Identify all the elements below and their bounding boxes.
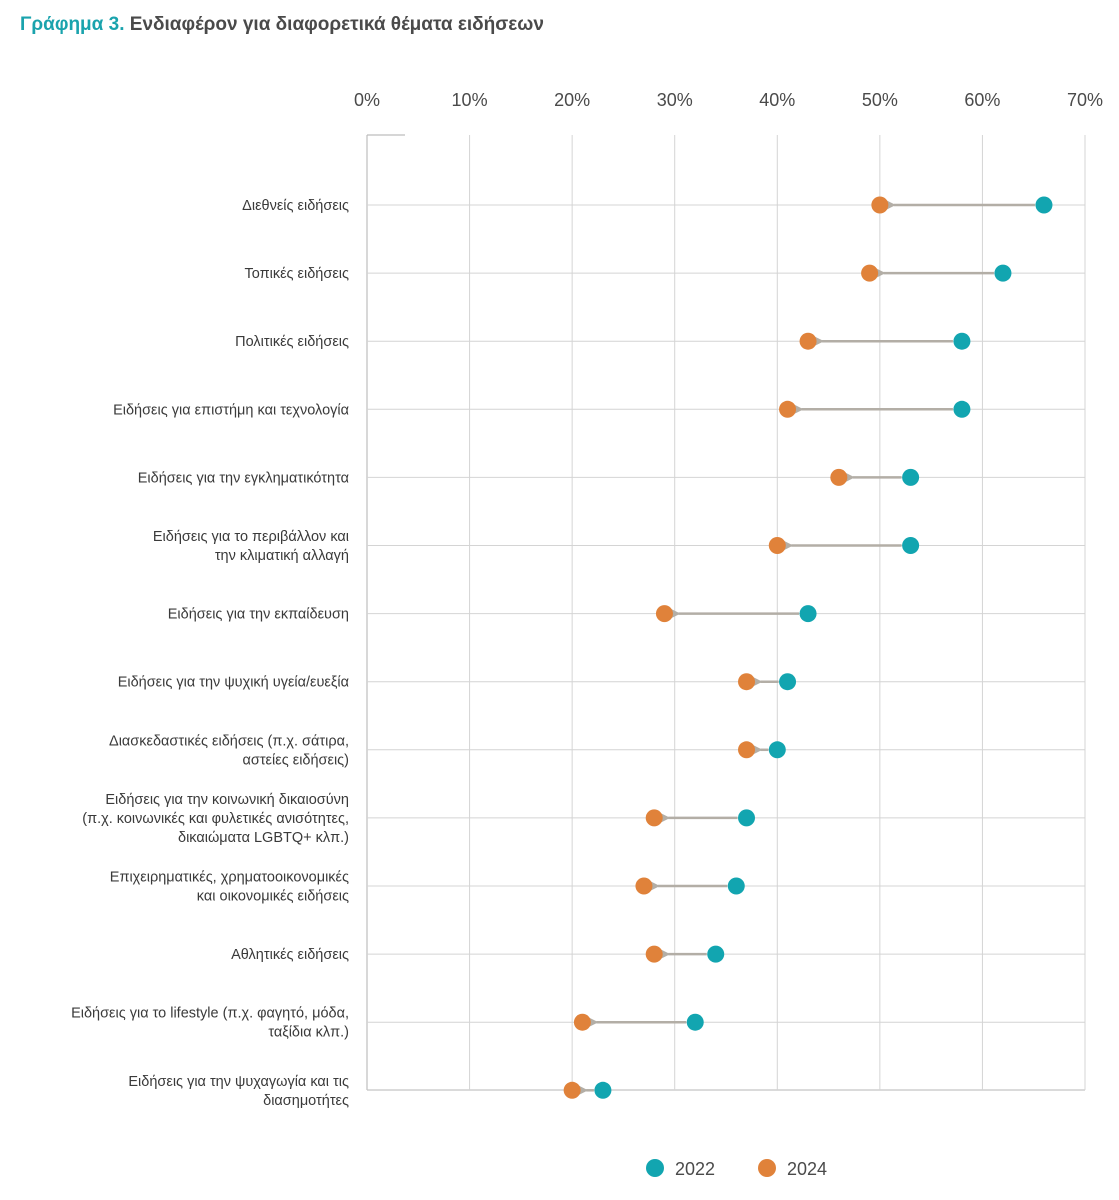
- point-2022: [994, 264, 1012, 282]
- x-axis-ticks: 0% 10% 20% 30% 40% 50% 60% 70%: [354, 90, 1103, 110]
- category-label-line: Ειδήσεις για το περιβάλλον και: [153, 529, 349, 545]
- category-label-line: Πολιτικές ειδήσεις: [235, 334, 349, 350]
- category-label-line: ταξίδια κλπ.): [268, 1025, 349, 1041]
- category-label: Ειδήσεις για το περιβάλλον και την κλιματ…: [153, 529, 349, 564]
- point-2022: [953, 400, 971, 418]
- point-2024: [645, 945, 663, 963]
- point-2022: [902, 537, 920, 554]
- category-label-line: Ειδήσεις για την εγκληματικότητα: [138, 470, 349, 486]
- x-tick-label: 70%: [1067, 90, 1103, 110]
- legend-label: 2022: [675, 1159, 715, 1179]
- point-2022: [799, 605, 817, 623]
- point-2022: [902, 468, 920, 486]
- category-label-line: και οικονομικές ειδήσεις: [197, 889, 349, 905]
- point-2024: [871, 196, 889, 214]
- category-label: Ειδήσεις για την ψυχική υγεία/ευεξία: [118, 675, 349, 691]
- point-2022: [779, 673, 797, 691]
- category-label-line: Επιχειρηματικές, χρηματοοικονομικές: [110, 870, 349, 886]
- point-2022: [686, 1013, 704, 1031]
- legend-swatch: [646, 1159, 664, 1177]
- point-2022: [738, 809, 756, 827]
- point-2022: [953, 332, 971, 350]
- point-2024: [645, 809, 663, 827]
- category-label: Ειδήσεις για την κοινωνική δικαιοσύνη (π.…: [82, 792, 349, 846]
- point-2024: [635, 877, 653, 895]
- x-tick-label: 60%: [964, 90, 1000, 110]
- point-2022: [707, 945, 725, 963]
- category-label-line: Διεθνείς ειδήσεις: [242, 198, 349, 214]
- category-label: Αθλητικές ειδήσεις: [231, 947, 349, 963]
- point-2022: [594, 1081, 612, 1099]
- category-label: Ειδήσεις για το lifestyle (π.χ. φαγητό, …: [71, 1006, 349, 1041]
- category-label-line: Ειδήσεις για την εκπαίδευση: [168, 607, 349, 623]
- point-2024: [738, 741, 756, 759]
- category-label: Τοπικές ειδήσεις: [244, 266, 349, 282]
- category-label: Ειδήσεις για την ψυχαγωγία και τις διασημ…: [128, 1074, 349, 1109]
- category-labels: Διεθνείς ειδήσεις Τοπικές ειδήσεις Πολιτικ…: [71, 198, 349, 1109]
- x-tick-label: 40%: [759, 90, 795, 110]
- category-label-line: (π.χ. κοινωνικές και φυλετικές ανισότητε…: [82, 811, 349, 827]
- legend: 2022 2024: [646, 1159, 827, 1179]
- category-label-line: διασημοτήτες: [263, 1093, 349, 1109]
- point-2024: [861, 264, 879, 282]
- category-label: Διεθνείς ειδήσεις: [242, 198, 349, 214]
- category-label-line: Ειδήσεις για την ψυχική υγεία/ευεξία: [118, 675, 349, 691]
- point-2024: [738, 673, 756, 691]
- category-label-line: Τοπικές ειδήσεις: [244, 266, 349, 282]
- category-label: Ειδήσεις για την εγκληματικότητα: [138, 470, 349, 486]
- chart-title: Γράφημα 3. Ενδιαφέρον για διαφορετικά θέ…: [20, 14, 544, 36]
- category-label-line: Ειδήσεις για το lifestyle (π.χ. φαγητό, …: [71, 1006, 349, 1022]
- legend-label: 2024: [787, 1159, 827, 1179]
- point-2024: [779, 400, 797, 418]
- point-2024: [768, 537, 786, 554]
- category-label-line: Ειδήσεις για την ψυχαγωγία και τις: [128, 1074, 349, 1090]
- category-label: Πολιτικές ειδήσεις: [235, 334, 349, 350]
- point-2022: [727, 877, 745, 895]
- category-label: Επιχειρηματικές, χρηματοοικονομικές και ο…: [110, 870, 349, 905]
- x-tick-label: 20%: [554, 90, 590, 110]
- point-2024: [655, 605, 673, 623]
- data-marks: [563, 196, 1053, 1099]
- category-label: Ειδήσεις για την εκπαίδευση: [168, 607, 349, 623]
- legend-swatch: [758, 1159, 776, 1177]
- category-label-line: δικαιώματα LGBTQ+ κλπ.): [178, 830, 349, 846]
- chart-title-prefix: Γράφημα 3.: [20, 14, 125, 35]
- category-label-line: Διασκεδαστικές ειδήσεις (π.χ. σάτιρα,: [109, 733, 349, 749]
- category-label: Ειδήσεις για επιστήμη και τεχνολογία: [113, 402, 349, 418]
- x-tick-label: 0%: [354, 90, 380, 110]
- chart-title-main: Ενδιαφέρον για διαφορετικά θέματα ειδήσε…: [129, 14, 544, 35]
- category-label-line: αστείες ειδήσεις): [243, 752, 350, 768]
- x-tick-label: 10%: [452, 90, 488, 110]
- point-2024: [573, 1013, 591, 1031]
- point-2024: [799, 332, 817, 350]
- category-label-line: την κλιματική αλλαγή: [215, 548, 349, 564]
- category-label-line: Ειδήσεις για την κοινωνική δικαιοσύνη: [105, 792, 349, 808]
- point-2024: [563, 1081, 581, 1099]
- category-label-line: Ειδήσεις για επιστήμη και τεχνολογία: [113, 402, 349, 418]
- point-2024: [830, 468, 848, 486]
- category-label: Διασκεδαστικές ειδήσεις (π.χ. σάτιρα, αστ…: [109, 733, 349, 768]
- x-tick-label: 30%: [657, 90, 693, 110]
- point-2022: [768, 741, 786, 759]
- x-tick-label: 50%: [862, 90, 898, 110]
- point-2022: [1035, 196, 1053, 214]
- category-label-line: Αθλητικές ειδήσεις: [231, 947, 349, 963]
